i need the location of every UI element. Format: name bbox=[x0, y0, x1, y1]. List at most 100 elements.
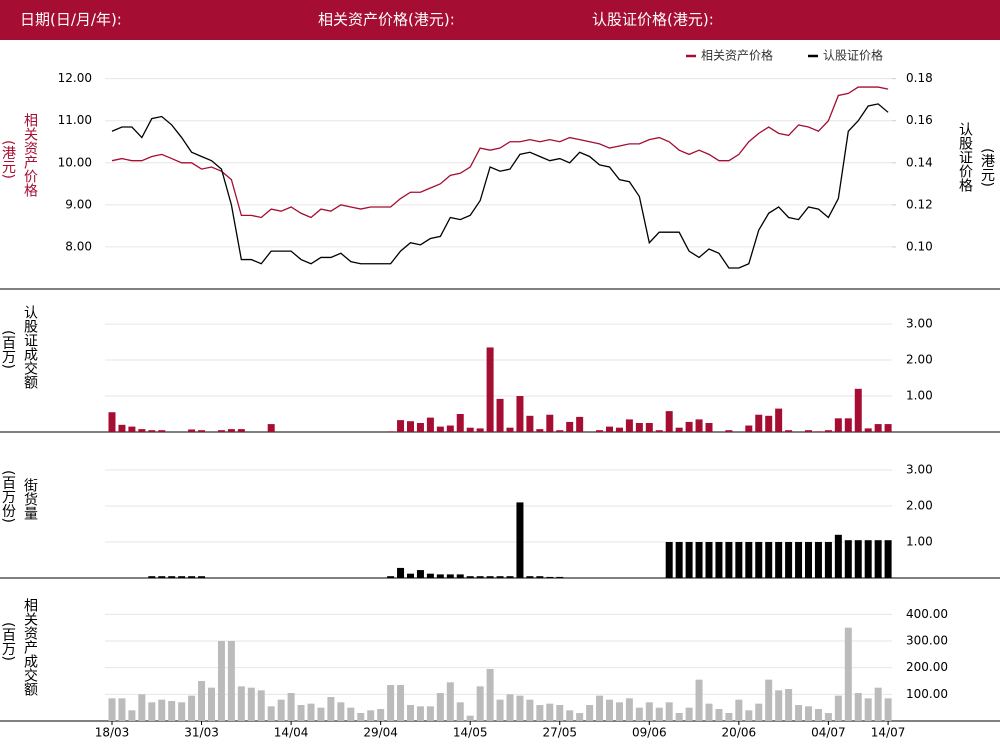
bar bbox=[436, 574, 444, 578]
bar bbox=[108, 698, 116, 721]
bar bbox=[685, 542, 693, 578]
bar bbox=[397, 420, 405, 432]
bar bbox=[387, 576, 395, 578]
bar bbox=[586, 705, 594, 721]
bar bbox=[446, 574, 454, 578]
bar bbox=[645, 702, 653, 721]
bar bbox=[814, 431, 822, 432]
y-title: 街货量 bbox=[22, 478, 38, 520]
y-tick-label: 12.00 bbox=[58, 71, 92, 85]
bar bbox=[407, 573, 414, 578]
bar bbox=[665, 702, 673, 721]
bar bbox=[158, 430, 166, 432]
bar bbox=[645, 423, 653, 432]
bar bbox=[655, 707, 663, 721]
bar bbox=[178, 702, 186, 721]
bar bbox=[466, 427, 474, 432]
y-tick-label: 300.00 bbox=[906, 634, 948, 648]
bar bbox=[158, 576, 166, 578]
bar bbox=[337, 702, 345, 721]
bar bbox=[805, 430, 812, 432]
bar bbox=[267, 424, 275, 432]
bar bbox=[625, 419, 633, 432]
bar bbox=[208, 687, 215, 721]
bar bbox=[198, 430, 206, 432]
bar bbox=[795, 705, 803, 721]
y-tick-label: 9.00 bbox=[65, 197, 92, 211]
bar bbox=[785, 430, 793, 432]
y-tick-label: 200.00 bbox=[906, 660, 948, 674]
bar bbox=[685, 421, 693, 432]
y-unit: (百万) bbox=[0, 330, 16, 369]
bar bbox=[526, 576, 534, 578]
bar bbox=[217, 430, 225, 432]
bar bbox=[138, 429, 146, 432]
bar bbox=[148, 702, 156, 721]
bar bbox=[476, 576, 484, 578]
bar bbox=[516, 695, 524, 721]
bar bbox=[506, 576, 514, 578]
y-unit: (港元) bbox=[0, 140, 16, 179]
x-tick-label: 04/07 bbox=[811, 726, 846, 740]
bar bbox=[844, 418, 852, 432]
bar bbox=[436, 426, 444, 432]
y-unit: (百万) bbox=[0, 622, 16, 661]
bar bbox=[158, 699, 166, 721]
warrant-label: 认股证价格(港元): bbox=[592, 11, 714, 29]
bar bbox=[506, 694, 514, 721]
y-tick-label: 1.00 bbox=[906, 535, 933, 549]
bar bbox=[556, 705, 564, 721]
y-tick-label: 8.00 bbox=[65, 239, 92, 253]
bar bbox=[566, 421, 574, 432]
bar bbox=[795, 542, 803, 578]
y-tick-label: 100.00 bbox=[906, 687, 948, 701]
bar bbox=[755, 703, 763, 721]
bar bbox=[576, 713, 584, 721]
bar bbox=[665, 411, 673, 432]
bar bbox=[705, 423, 713, 432]
bar bbox=[486, 347, 494, 432]
y2-title: 认股证价格 bbox=[957, 122, 973, 192]
bar bbox=[635, 423, 643, 432]
bar bbox=[884, 698, 892, 721]
bar bbox=[695, 419, 703, 432]
legend-label: 认股证价格 bbox=[823, 48, 883, 63]
y2-tick-label: 0.16 bbox=[906, 113, 933, 127]
y-tick-label: 1.00 bbox=[906, 389, 933, 403]
bar bbox=[824, 542, 832, 578]
bar bbox=[287, 693, 295, 721]
bar bbox=[864, 698, 872, 721]
bar bbox=[606, 426, 613, 432]
bar bbox=[516, 396, 524, 432]
bar bbox=[725, 542, 733, 578]
bar bbox=[705, 542, 713, 578]
bar bbox=[615, 427, 623, 432]
bar bbox=[416, 423, 424, 432]
bar bbox=[874, 687, 882, 721]
bar bbox=[765, 542, 773, 578]
bar bbox=[307, 703, 315, 721]
legend-label: 相关资产价格 bbox=[701, 48, 773, 63]
bar bbox=[486, 669, 494, 721]
bar bbox=[128, 710, 136, 721]
bar bbox=[854, 388, 862, 432]
bar bbox=[864, 540, 872, 578]
bar bbox=[745, 710, 753, 721]
x-tick-label: 31/03 bbox=[184, 726, 219, 740]
y2-tick-label: 0.10 bbox=[906, 239, 933, 253]
bar bbox=[665, 542, 673, 578]
bar bbox=[198, 576, 206, 578]
bar bbox=[775, 408, 783, 432]
bar bbox=[407, 705, 414, 721]
y2-tick-label: 0.12 bbox=[906, 197, 933, 211]
bar bbox=[715, 709, 723, 721]
bar bbox=[148, 576, 156, 578]
bar bbox=[456, 414, 464, 432]
y-title: 相关资产价格 bbox=[22, 113, 38, 197]
bar bbox=[596, 695, 604, 721]
bar bbox=[436, 693, 444, 721]
bar bbox=[834, 695, 842, 721]
bar bbox=[506, 427, 514, 432]
x-tick-label: 27/05 bbox=[542, 726, 577, 740]
